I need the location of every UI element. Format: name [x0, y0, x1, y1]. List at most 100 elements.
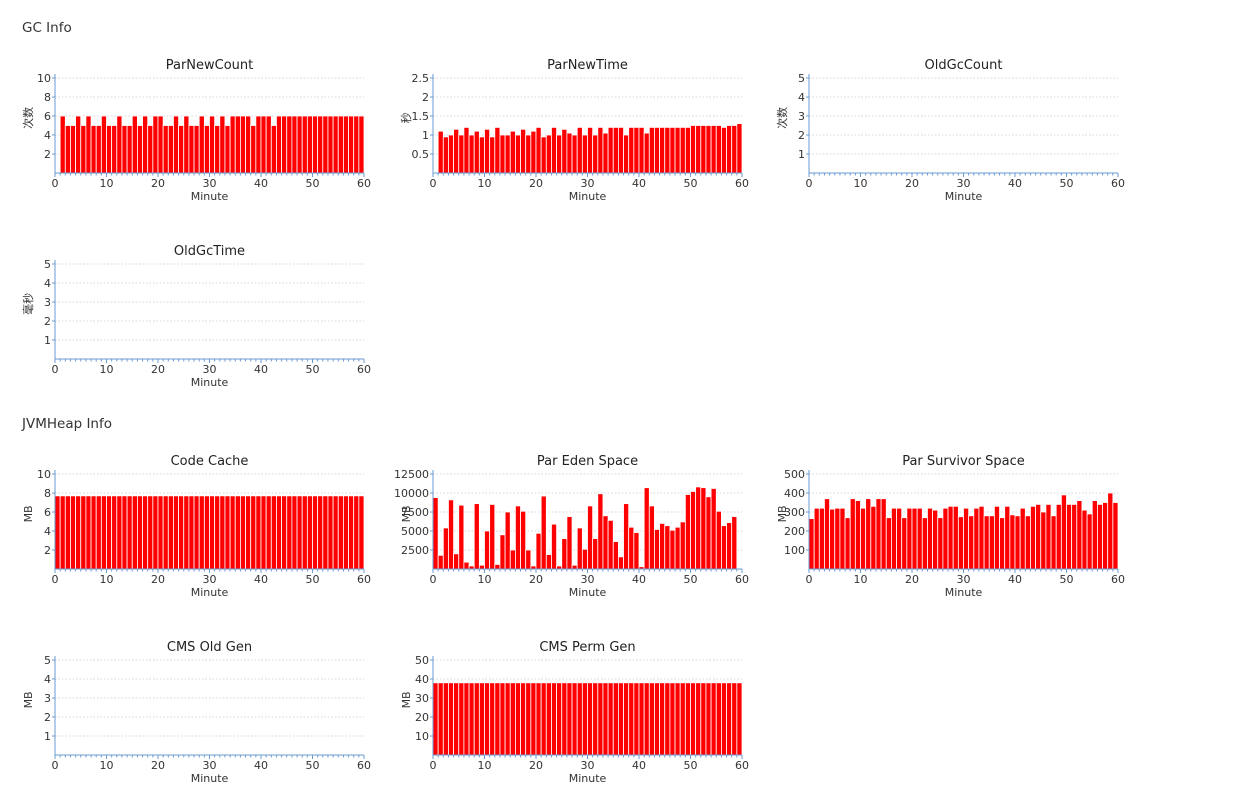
x-tick-label: 60: [357, 573, 371, 586]
bar: [332, 115, 339, 174]
x-tick-label: 30: [203, 363, 217, 376]
bar: [499, 134, 506, 174]
bar: [342, 495, 349, 570]
x-tick-label: 20: [151, 363, 165, 376]
x-tick-label: 60: [1111, 177, 1125, 190]
bar: [942, 507, 949, 570]
bar: [638, 127, 645, 174]
pareden-svg: Par Eden Space 2500 5000 7500 10000 12500 0 10 2…: [394, 454, 749, 599]
x-tick-label: 0: [430, 573, 437, 586]
y-axis-title: 次数: [21, 107, 35, 129]
x-tick-label: 30: [957, 177, 971, 190]
bar: [504, 134, 511, 174]
bar: [643, 682, 650, 756]
bar: [525, 134, 532, 174]
bar: [669, 682, 676, 756]
x-axis-title: Minute: [945, 190, 983, 203]
bar: [203, 495, 210, 570]
bar: [612, 541, 619, 570]
bar: [1009, 514, 1016, 570]
bar: [968, 515, 975, 570]
y-tick-label: 4: [798, 91, 805, 104]
bar: [437, 682, 444, 756]
bar: [276, 115, 282, 174]
x-tick-label: 30: [581, 759, 595, 772]
x-tick-label: 30: [581, 573, 595, 586]
bar: [484, 530, 491, 570]
x-tick-label: 10: [100, 759, 114, 772]
x-tick-label: 50: [306, 363, 320, 376]
x-tick-label: 40: [254, 177, 268, 190]
bar: [458, 134, 465, 174]
bar: [432, 682, 439, 756]
bar: [540, 682, 547, 756]
bar: [824, 498, 831, 570]
bar: [448, 134, 455, 174]
x-tick-label: 20: [529, 759, 543, 772]
y-tick-label: 100: [784, 544, 805, 557]
bar: [669, 529, 676, 570]
bar: [489, 136, 496, 174]
y-tick-label: 2: [422, 91, 429, 104]
chart-parsurvivor: Par Survivor Space 100 200 300 400 500 0 10 20 30…: [776, 450, 1125, 600]
bar: [839, 507, 846, 570]
bar: [849, 498, 856, 570]
y-tick-label: 400: [784, 487, 805, 500]
bar: [607, 519, 614, 570]
x-tick-label: 30: [203, 573, 217, 586]
bar: [587, 127, 594, 174]
bar: [1112, 502, 1119, 570]
y-tick-label: 4: [44, 525, 51, 538]
x-tick-label: 40: [632, 759, 646, 772]
bar: [167, 125, 174, 174]
bar: [327, 115, 334, 174]
bar: [1024, 515, 1031, 570]
bar: [617, 682, 624, 756]
bar: [545, 134, 552, 174]
bar: [623, 134, 630, 174]
bar: [963, 507, 970, 570]
bar: [633, 127, 640, 174]
bar: [322, 495, 329, 570]
bar: [1060, 494, 1067, 570]
bar: [664, 682, 671, 756]
bar: [731, 125, 738, 174]
bar: [978, 505, 985, 570]
bar: [265, 115, 272, 174]
bar: [952, 505, 959, 570]
bar: [126, 495, 133, 570]
chart-codecache: Code Cache 2 4 6 8 10 0 10 20 30 40 50 60 Minute MB: [22, 450, 371, 600]
bar: [612, 127, 619, 174]
bar: [157, 115, 164, 174]
bar: [147, 495, 154, 570]
bar: [152, 495, 159, 570]
bar: [690, 491, 697, 570]
bar: [870, 505, 877, 570]
bar: [571, 682, 578, 756]
bar: [705, 125, 712, 174]
bar: [478, 564, 485, 570]
bar: [494, 127, 501, 174]
bar: [535, 532, 542, 570]
bar: [234, 115, 241, 174]
bar: [592, 538, 599, 570]
x-tick-label: 0: [806, 177, 813, 190]
bar: [214, 495, 221, 570]
bar: [1066, 504, 1073, 570]
bar: [623, 682, 630, 756]
bar: [710, 488, 717, 570]
bar: [628, 682, 635, 756]
bar: [286, 495, 293, 570]
bar: [540, 136, 547, 174]
bar: [121, 495, 128, 570]
bar: [494, 564, 501, 570]
bar: [566, 682, 573, 756]
bar: [592, 134, 599, 174]
x-tick-label: 40: [632, 177, 646, 190]
bar: [291, 115, 298, 174]
y-tick-label: 1: [422, 129, 429, 142]
chart-title: Par Survivor Space: [902, 454, 1025, 469]
bar: [448, 682, 455, 756]
bar: [70, 495, 77, 570]
bar: [597, 682, 604, 756]
